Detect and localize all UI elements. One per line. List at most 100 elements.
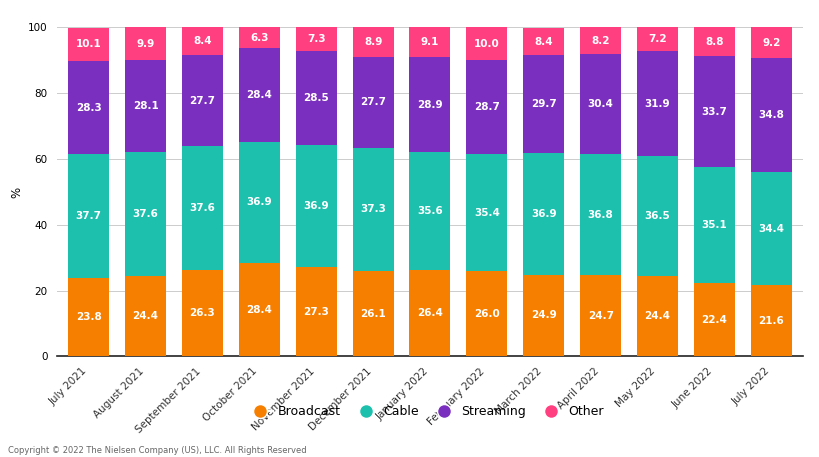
Bar <box>523 55 564 153</box>
Bar <box>182 27 223 55</box>
Bar <box>182 55 223 146</box>
Bar <box>580 54 621 154</box>
Text: 36.9: 36.9 <box>247 197 272 207</box>
Bar <box>296 266 337 356</box>
Text: 28.9: 28.9 <box>417 100 443 110</box>
Text: 36.9: 36.9 <box>303 201 329 211</box>
Text: 36.5: 36.5 <box>645 211 671 221</box>
Bar <box>580 27 621 54</box>
Bar <box>751 285 792 356</box>
Text: 10.1: 10.1 <box>75 39 102 49</box>
Bar <box>182 270 223 356</box>
Text: 7.3: 7.3 <box>307 34 325 44</box>
Text: 37.3: 37.3 <box>360 204 386 214</box>
Text: 27.7: 27.7 <box>360 97 386 107</box>
Bar <box>580 275 621 356</box>
Bar <box>410 270 450 356</box>
Text: 26.3: 26.3 <box>189 308 215 318</box>
Text: Copyright © 2022 The Nielsen Company (US), LLC. All Rights Reserved: Copyright © 2022 The Nielsen Company (US… <box>8 446 307 455</box>
Bar <box>410 153 450 270</box>
Text: 37.6: 37.6 <box>189 203 215 213</box>
Bar <box>523 153 564 275</box>
Text: 21.6: 21.6 <box>758 316 785 326</box>
Text: 35.6: 35.6 <box>417 206 443 216</box>
Text: 26.4: 26.4 <box>417 308 443 318</box>
Bar <box>694 283 735 356</box>
Bar <box>523 275 564 356</box>
Text: 23.8: 23.8 <box>75 312 102 322</box>
Bar <box>410 27 450 58</box>
Text: 8.9: 8.9 <box>364 37 382 47</box>
Bar <box>296 52 337 145</box>
Bar <box>239 142 280 263</box>
Text: 27.7: 27.7 <box>189 96 215 106</box>
Bar <box>239 48 280 142</box>
Text: 9.1: 9.1 <box>421 37 439 48</box>
Text: 27.3: 27.3 <box>303 307 329 317</box>
Text: 26.1: 26.1 <box>360 308 386 319</box>
Text: 6.3: 6.3 <box>250 33 269 43</box>
Bar <box>296 145 337 266</box>
Text: 28.1: 28.1 <box>133 101 158 111</box>
Text: 24.4: 24.4 <box>645 311 671 321</box>
Bar <box>239 27 280 48</box>
Bar <box>637 276 678 356</box>
Text: 36.8: 36.8 <box>588 210 613 220</box>
Text: 29.7: 29.7 <box>531 99 557 109</box>
Bar <box>751 172 792 285</box>
Bar <box>68 28 109 61</box>
Bar <box>353 57 394 148</box>
Bar <box>466 271 507 356</box>
Bar <box>182 146 223 270</box>
Bar <box>68 278 109 356</box>
Text: 8.8: 8.8 <box>705 37 724 47</box>
Bar <box>125 153 166 276</box>
Bar <box>637 27 678 51</box>
Text: 24.9: 24.9 <box>531 310 557 320</box>
Bar <box>694 167 735 283</box>
Bar <box>239 263 280 356</box>
Y-axis label: %: % <box>11 186 24 197</box>
Bar <box>637 156 678 276</box>
Text: 28.5: 28.5 <box>303 93 329 103</box>
Text: 28.7: 28.7 <box>474 102 500 112</box>
Text: 7.2: 7.2 <box>648 34 667 44</box>
Text: 26.0: 26.0 <box>474 308 500 319</box>
Bar <box>68 154 109 278</box>
Text: 10.0: 10.0 <box>474 38 500 48</box>
Bar <box>751 58 792 172</box>
Text: 28.4: 28.4 <box>247 90 272 100</box>
Bar <box>68 61 109 154</box>
Text: 24.7: 24.7 <box>588 311 613 321</box>
Text: 22.4: 22.4 <box>702 314 727 324</box>
Bar <box>125 27 166 60</box>
Bar <box>125 276 166 356</box>
Text: 28.3: 28.3 <box>75 102 102 112</box>
Text: 9.9: 9.9 <box>137 39 155 49</box>
Text: 35.1: 35.1 <box>702 220 727 230</box>
Text: 37.7: 37.7 <box>75 211 102 221</box>
Bar <box>580 154 621 275</box>
Bar <box>523 28 564 55</box>
Bar <box>466 27 507 60</box>
Text: 30.4: 30.4 <box>588 99 613 109</box>
Bar <box>694 56 735 167</box>
Bar <box>410 58 450 153</box>
Bar <box>466 154 507 271</box>
Bar <box>751 27 792 58</box>
Text: 9.2: 9.2 <box>762 37 781 48</box>
Text: 31.9: 31.9 <box>645 99 671 109</box>
Bar <box>296 27 337 52</box>
Bar <box>353 271 394 356</box>
Bar <box>125 60 166 153</box>
Bar <box>353 148 394 271</box>
Text: 28.4: 28.4 <box>247 305 272 315</box>
Text: 36.9: 36.9 <box>531 209 557 219</box>
Bar <box>637 51 678 156</box>
Legend: Broadcast, Cable, Streaming, Other: Broadcast, Cable, Streaming, Other <box>242 400 609 423</box>
Text: 37.6: 37.6 <box>133 209 158 219</box>
Bar <box>353 27 394 57</box>
Text: 8.4: 8.4 <box>535 37 553 47</box>
Text: 8.4: 8.4 <box>193 36 212 46</box>
Bar <box>694 27 735 56</box>
